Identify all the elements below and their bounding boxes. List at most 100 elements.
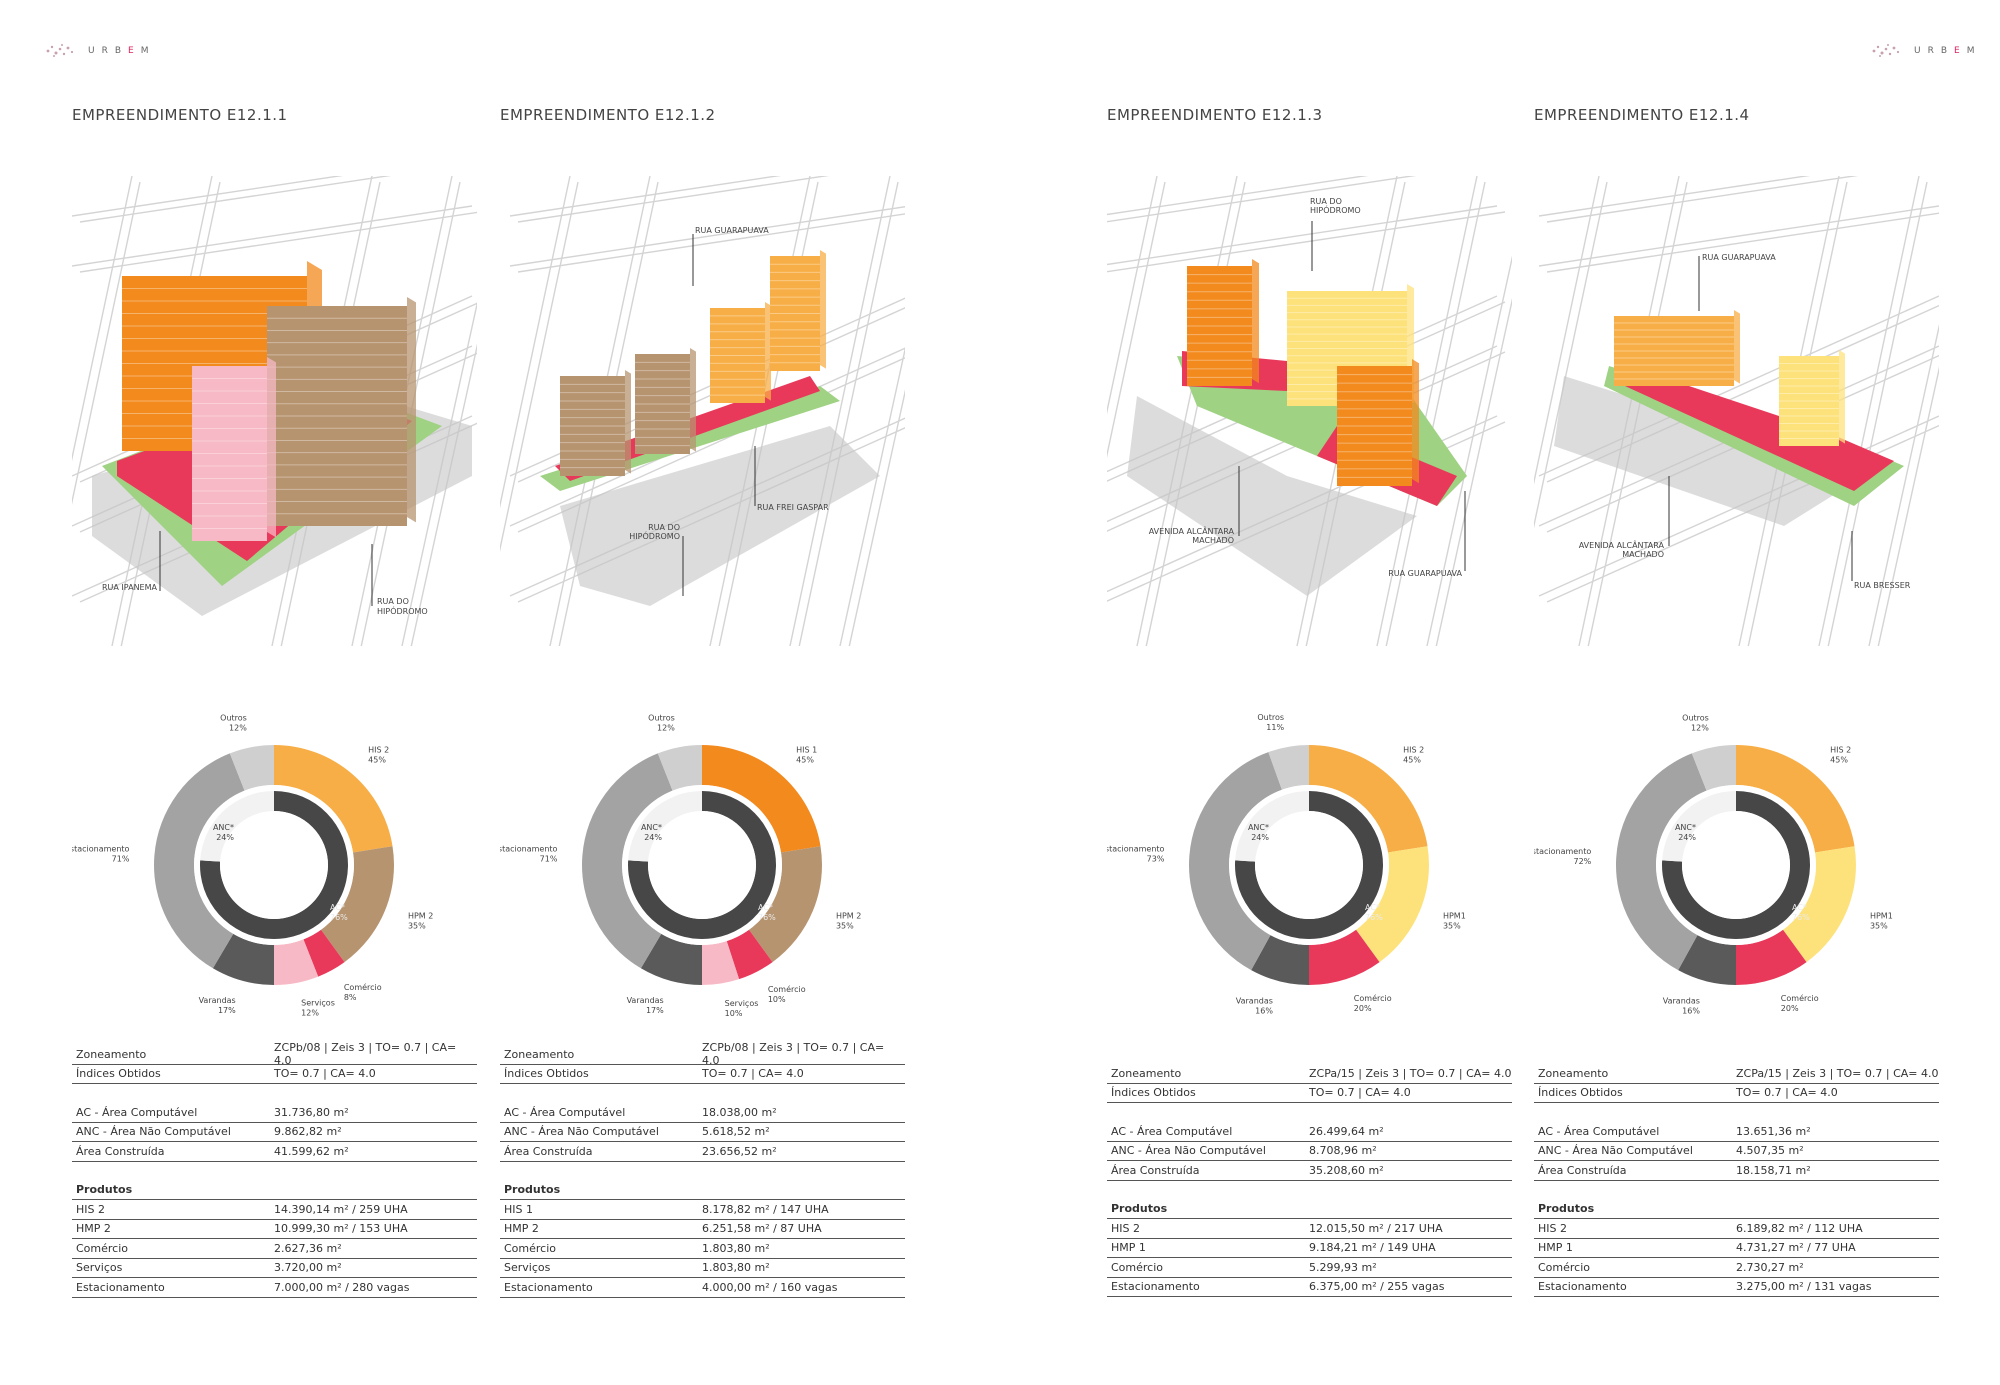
donut-outer-pct-2: 20%	[1354, 1004, 1372, 1013]
donut-outer-slice-4	[212, 933, 274, 985]
donut-outer-pct-6: 12%	[657, 724, 675, 733]
project-table: Zoneamento ZCPb/08 | Zeis 3 | TO= 0.7 | C…	[72, 1041, 477, 1298]
donut-outer-slice-3	[274, 939, 319, 985]
row-key: AC - Área Computável	[504, 1105, 626, 1119]
donut-outer-label-5: Outros	[1257, 713, 1284, 722]
donut-outer-label-4: Estacionamento	[1534, 847, 1591, 856]
row-value: 8.178,82 m² / 147 UHA	[702, 1202, 829, 1216]
logo-right: URBEM	[1868, 40, 1981, 62]
row-value: 5.299,93 m²	[1309, 1260, 1377, 1274]
street-label: HIPÓDROMO	[629, 530, 680, 541]
donut-outer-label-4: Estacionamento	[1107, 845, 1165, 854]
row-value: 4.507,35 m²	[1736, 1144, 1804, 1158]
row-value: ZCPa/15 | Zeis 3 | TO= 0.7 | CA= 4.0	[1736, 1066, 1939, 1080]
donut-inner-pct-1: 24%	[1251, 833, 1269, 842]
donut-outer-pct-5: 12%	[1691, 724, 1709, 733]
row-value: 3.720,00 m²	[274, 1261, 342, 1275]
donut-outer-pct-5: 71%	[540, 855, 558, 864]
table-row: ANC - Área Não Computável 8.708,96 m²	[1107, 1142, 1512, 1161]
donut-outer-slice-1	[749, 846, 822, 963]
donut-inner-pct-1: 24%	[644, 833, 662, 842]
building-his2-b	[1337, 359, 1419, 486]
donut-outer-label-1: HPM1	[1443, 911, 1466, 920]
donut-outer-label-2: Comércio	[1781, 993, 1819, 1003]
donut-outer-slice-6	[229, 745, 274, 791]
project-column: EMPREENDIMENTO E12.1.1 RUA IPANEMA RUA DO H…	[65, 0, 477, 1385]
building-hpm2	[267, 297, 416, 526]
table-row: HIS 1 8.178,82 m² / 147 UHA	[500, 1200, 905, 1220]
table-row: Estacionamento 3.275,00 m² / 131 vagas	[1534, 1278, 1939, 1297]
donut-outer-slice-2	[303, 929, 345, 977]
donut-outer-label-0: HIS 2	[1830, 746, 1851, 755]
table-row: Produtos	[72, 1181, 477, 1200]
row-value: 2.627,36 m²	[274, 1241, 342, 1255]
street-label: MACHADO	[1622, 550, 1664, 559]
donut-outer-slice-4	[1616, 753, 1707, 971]
row-key: Estacionamento	[76, 1280, 165, 1294]
donut-outer-slice-2	[1736, 929, 1807, 985]
donut-inner-label-1: ANC*	[1248, 823, 1269, 832]
donut-outer-label-2: Comércio	[344, 982, 382, 992]
street-label: AVENIDA ALCÂNTARA	[1579, 539, 1665, 550]
row-key: Produtos	[1111, 1202, 1168, 1216]
project-title: EMPREENDIMENTO E12.1.3	[1107, 106, 1323, 124]
project-column: EMPREENDIMENTO E12.1.4 RUA GUARAPUAVA AVEN…	[1527, 0, 1939, 1385]
street-label: RUA FREI GASPAR	[757, 503, 829, 512]
row-key: Estacionamento	[1111, 1280, 1200, 1294]
table-row: Índices Obtidos TO= 0.7 | CA= 4.0	[500, 1065, 905, 1084]
row-key: Área Construída	[1538, 1163, 1627, 1177]
table-row: HMP 1 4.731,27 m² / 77 UHA	[1534, 1239, 1939, 1258]
row-value: TO= 0.7 | CA= 4.0	[1736, 1086, 1838, 1100]
row-key: ANC - Área Não Computável	[1111, 1144, 1266, 1158]
table-row: Área Construída 41.599,62 m²	[72, 1142, 477, 1162]
table-row: ANC - Área Não Computável 9.862,82 m²	[72, 1123, 477, 1142]
donut-outer-slice-2	[726, 929, 773, 980]
donut-outer-label-1: HPM 2	[408, 911, 433, 920]
table-row: Zoneamento ZCPa/15 | Zeis 3 | TO= 0.7 | C…	[1107, 1064, 1512, 1084]
building-hpm2-a	[560, 370, 631, 476]
table-row: Área Construída 23.656,52 m²	[500, 1142, 905, 1162]
donut-outer-slice-4	[640, 933, 702, 985]
donut-outer-slice-0	[1309, 745, 1428, 853]
donut-outer-slice-3	[702, 941, 740, 985]
table-row: ANC - Área Não Computável 4.507,35 m²	[1534, 1142, 1939, 1161]
row-key: HMP 1	[1538, 1241, 1573, 1255]
donut-outer-pct-5: 11%	[1266, 723, 1284, 732]
donut-inner-pct-1: 24%	[1678, 833, 1696, 842]
donut-inner-label-0: AC*	[758, 903, 773, 912]
area-donut-chart: HIS 2 45% HPM 2 35% Comércio 8% Serviços 12% Var…	[65, 700, 477, 1030]
donut-inner-label-1: ANC*	[1675, 823, 1696, 832]
donut-outer-slice-5	[582, 753, 673, 969]
row-key: Estacionamento	[504, 1280, 593, 1294]
donut-outer-slice-6	[657, 745, 702, 791]
row-key: HMP 2	[504, 1222, 539, 1236]
donut-inner-label-0: AC*	[1792, 903, 1807, 912]
table-row: HMP 1 9.184,21 m² / 149 UHA	[1107, 1239, 1512, 1258]
logo-text: URBEM	[88, 46, 156, 56]
massing-diagram: RUA DO HIPÓDROMO AVENIDA ALCÂNTARA MACHADO R…	[1107, 176, 1512, 646]
donut-outer-label-0: HIS 2	[1403, 746, 1424, 755]
logo-mark-icon	[46, 44, 74, 57]
row-key: Comércio	[1111, 1260, 1164, 1274]
project-table: Zoneamento ZCPa/15 | Zeis 3 | TO= 0.7 | C…	[1534, 1064, 1939, 1297]
donut-outer-pct-0: 45%	[796, 756, 814, 765]
row-key: Serviços	[504, 1261, 551, 1275]
project-table: Zoneamento ZCPa/15 | Zeis 3 | TO= 0.7 | C…	[1107, 1064, 1512, 1297]
row-key: Zoneamento	[1538, 1066, 1609, 1080]
row-key: ANC - Área Não Computável	[504, 1125, 659, 1139]
street-label: AVENIDA ALCÂNTARA	[1149, 525, 1235, 536]
table-row: Índices Obtidos TO= 0.7 | CA= 4.0	[1534, 1084, 1939, 1103]
row-key: Zoneamento	[504, 1047, 575, 1061]
massing-diagram: RUA IPANEMA RUA DO HIPÓDROMO	[72, 176, 477, 646]
table-row: HMP 2 6.251,58 m² / 87 UHA	[500, 1220, 905, 1239]
table-row: AC - Área Computável 26.499,64 m²	[1107, 1122, 1512, 1142]
donut-outer-pct-3: 16%	[1255, 1006, 1273, 1015]
donut-outer-label-3: Serviços	[301, 998, 335, 1007]
table-row: Serviços 3.720,00 m²	[72, 1259, 477, 1278]
building-his2	[1614, 310, 1740, 386]
table-row: ANC - Área Não Computável 5.618,52 m²	[500, 1123, 905, 1142]
donut-outer-label-4: Varandas	[627, 996, 664, 1005]
row-value: 12.015,50 m² / 217 UHA	[1309, 1221, 1443, 1235]
row-value: 9.184,21 m² / 149 UHA	[1309, 1241, 1436, 1255]
